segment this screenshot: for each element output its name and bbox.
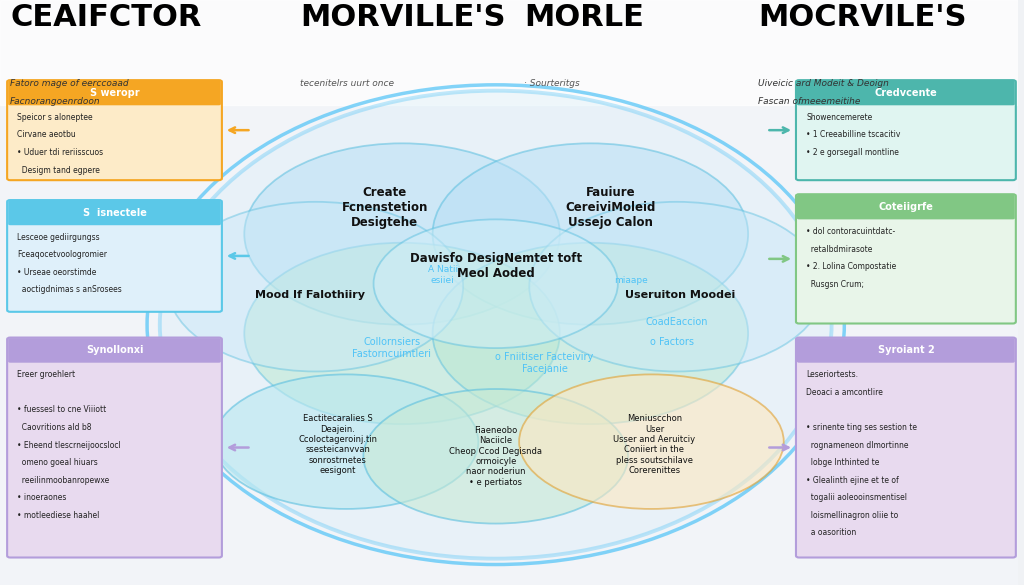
Text: Lesceoe gediirgungss: Lesceoe gediirgungss bbox=[17, 233, 100, 242]
Text: Leseriortests.: Leseriortests. bbox=[806, 370, 858, 379]
Text: Rusgsn Crum;: Rusgsn Crum; bbox=[806, 280, 864, 288]
Text: aoctigdnimas s anSrosees: aoctigdnimas s anSrosees bbox=[17, 285, 122, 294]
Text: MORLE: MORLE bbox=[524, 3, 644, 32]
Text: Dawisfo DesigNemtet toft
Meol Aoded: Dawisfo DesigNemtet toft Meol Aoded bbox=[410, 252, 582, 280]
Text: o Factors: o Factors bbox=[650, 337, 694, 347]
Text: • Eheend tlescrneijoocslocl: • Eheend tlescrneijoocslocl bbox=[17, 441, 121, 449]
Text: • Glealinth ejine et te of: • Glealinth ejine et te of bbox=[806, 476, 899, 484]
Text: Deoaci a amcontlire: Deoaci a amcontlire bbox=[806, 388, 883, 397]
Text: rognameneon dImortinne: rognameneon dImortinne bbox=[806, 441, 908, 449]
Text: • 2 e gorsegall montline: • 2 e gorsegall montline bbox=[806, 148, 899, 157]
Ellipse shape bbox=[364, 389, 628, 524]
Ellipse shape bbox=[245, 143, 560, 325]
Text: • Urseae oeorstimde: • Urseae oeorstimde bbox=[17, 268, 96, 277]
Text: · Sourteritgs: · Sourteritgs bbox=[524, 79, 580, 88]
Text: omeno goeal hiuars: omeno goeal hiuars bbox=[17, 458, 98, 467]
FancyBboxPatch shape bbox=[796, 194, 1016, 324]
FancyBboxPatch shape bbox=[796, 80, 1016, 180]
Text: • inoeraones: • inoeraones bbox=[17, 493, 67, 502]
FancyBboxPatch shape bbox=[797, 195, 1015, 219]
Bar bbox=[0, 0, 1018, 105]
Text: • srinente ting ses sestion te: • srinente ting ses sestion te bbox=[806, 423, 918, 432]
Text: Meniuscchon
User
Usser and Aeruitciy
Coniiert in the
pless soutschilave
Corereni: Meniuscchon User Usser and Aeruitciy Con… bbox=[613, 414, 695, 475]
Text: • motleediese haahel: • motleediese haahel bbox=[17, 511, 99, 519]
Text: reeilinmoobanropewxe: reeilinmoobanropewxe bbox=[17, 476, 110, 484]
Ellipse shape bbox=[245, 243, 560, 424]
Ellipse shape bbox=[432, 243, 749, 424]
FancyBboxPatch shape bbox=[7, 200, 222, 312]
Text: lobge Inthinted te: lobge Inthinted te bbox=[806, 458, 880, 467]
Text: o Fniitiser Facteiviry
Facejanie: o Fniitiser Facteiviry Facejanie bbox=[496, 352, 594, 373]
Ellipse shape bbox=[160, 91, 831, 559]
Ellipse shape bbox=[432, 143, 749, 325]
Text: • 2. Lolina Compostatie: • 2. Lolina Compostatie bbox=[806, 262, 896, 271]
Text: CEAIFCTOR: CEAIFCTOR bbox=[10, 3, 202, 32]
Text: Fascan ofmeeemeitihe: Fascan ofmeeemeitihe bbox=[759, 97, 861, 105]
Text: miaape: miaape bbox=[614, 276, 648, 285]
Text: Ereer groehlert: Ereer groehlert bbox=[17, 370, 76, 379]
Text: • fuessesl to cne Viiiott: • fuessesl to cne Viiiott bbox=[17, 405, 106, 414]
Ellipse shape bbox=[214, 374, 478, 509]
Text: Showencemerete: Showencemerete bbox=[806, 113, 872, 122]
FancyBboxPatch shape bbox=[796, 338, 1016, 558]
Text: CoadEaccion: CoadEaccion bbox=[646, 316, 709, 327]
Ellipse shape bbox=[519, 374, 783, 509]
Text: • dol contoracuintdatc-: • dol contoracuintdatc- bbox=[806, 227, 895, 236]
Text: Uiveicic ard Modeit & Deoign: Uiveicic ard Modeit & Deoign bbox=[759, 79, 889, 88]
Text: Synollonxi: Synollonxi bbox=[86, 345, 143, 356]
FancyBboxPatch shape bbox=[7, 80, 222, 180]
Text: Coteiigrfe: Coteiigrfe bbox=[879, 202, 933, 212]
FancyBboxPatch shape bbox=[797, 81, 1015, 105]
Text: Mood If Falothiiry: Mood If Falothiiry bbox=[255, 290, 366, 301]
FancyBboxPatch shape bbox=[7, 338, 222, 558]
Ellipse shape bbox=[168, 202, 463, 371]
Text: Credvcente: Credvcente bbox=[874, 88, 937, 98]
Ellipse shape bbox=[374, 219, 617, 348]
Text: Facnorangoenrdoon: Facnorangoenrdoon bbox=[10, 97, 100, 105]
Text: Desigm tand egpere: Desigm tand egpere bbox=[17, 166, 100, 174]
Text: Speicor s aloneptee: Speicor s aloneptee bbox=[17, 113, 93, 122]
Text: togalii aoleooinsmentisel: togalii aoleooinsmentisel bbox=[806, 493, 907, 502]
Text: S weropr: S weropr bbox=[90, 88, 139, 98]
Text: MOCRVILE'S: MOCRVILE'S bbox=[759, 3, 967, 32]
Ellipse shape bbox=[529, 202, 824, 371]
Text: Syroiant 2: Syroiant 2 bbox=[878, 345, 934, 356]
Text: Useruiton Moodei: Useruiton Moodei bbox=[625, 290, 735, 301]
Text: S  isnectele: S isnectele bbox=[83, 208, 146, 218]
Text: MORVILLE'S: MORVILLE'S bbox=[300, 3, 506, 32]
FancyBboxPatch shape bbox=[8, 201, 221, 225]
Text: retalbdmirasote: retalbdmirasote bbox=[806, 245, 872, 253]
Text: Eactitecaralies S
Deajein.
Ccoloctageroinj.tin
ssesteicanvvan
sonrostrnetes
eesi: Eactitecaralies S Deajein. Ccoloctageroi… bbox=[298, 414, 378, 475]
FancyBboxPatch shape bbox=[797, 338, 1015, 363]
FancyBboxPatch shape bbox=[8, 338, 221, 363]
Text: a oasorition: a oasorition bbox=[806, 528, 856, 537]
Text: Fatoro mage of eerccoaad: Fatoro mage of eerccoaad bbox=[10, 79, 129, 88]
Text: • 1 Creeabilline tscacitiv: • 1 Creeabilline tscacitiv bbox=[806, 130, 900, 139]
Text: • Uduer tdi reriisscuos: • Uduer tdi reriisscuos bbox=[17, 148, 103, 157]
Text: Cirvane aeotbu: Cirvane aeotbu bbox=[17, 130, 76, 139]
FancyBboxPatch shape bbox=[8, 81, 221, 105]
Text: Fiaeneobo
Naciicle
Cheop Ccod Degisnda
ormoicyle
naor noderiun
• e pertiatos: Fiaeneobo Naciicle Cheop Ccod Degisnda o… bbox=[450, 426, 542, 487]
Text: loismellinagron oliie to: loismellinagron oliie to bbox=[806, 511, 898, 519]
Text: tecenitelrs uurt once: tecenitelrs uurt once bbox=[300, 79, 394, 88]
Text: Collornsiers
Fastorncuimtleri: Collornsiers Fastorncuimtleri bbox=[352, 338, 431, 359]
Text: Fceaqocetvoologromier: Fceaqocetvoologromier bbox=[17, 250, 108, 259]
Text: Caovritions ald b8: Caovritions ald b8 bbox=[17, 423, 92, 432]
Text: A Natii
esiiei: A Natii esiiei bbox=[428, 265, 458, 285]
Text: Fauiure
CereiviMoleid
Ussejo Calon: Fauiure CereiviMoleid Ussejo Calon bbox=[565, 186, 656, 229]
Text: Create
Fcnenstetion
Desigtehe: Create Fcnenstetion Desigtehe bbox=[342, 186, 428, 229]
